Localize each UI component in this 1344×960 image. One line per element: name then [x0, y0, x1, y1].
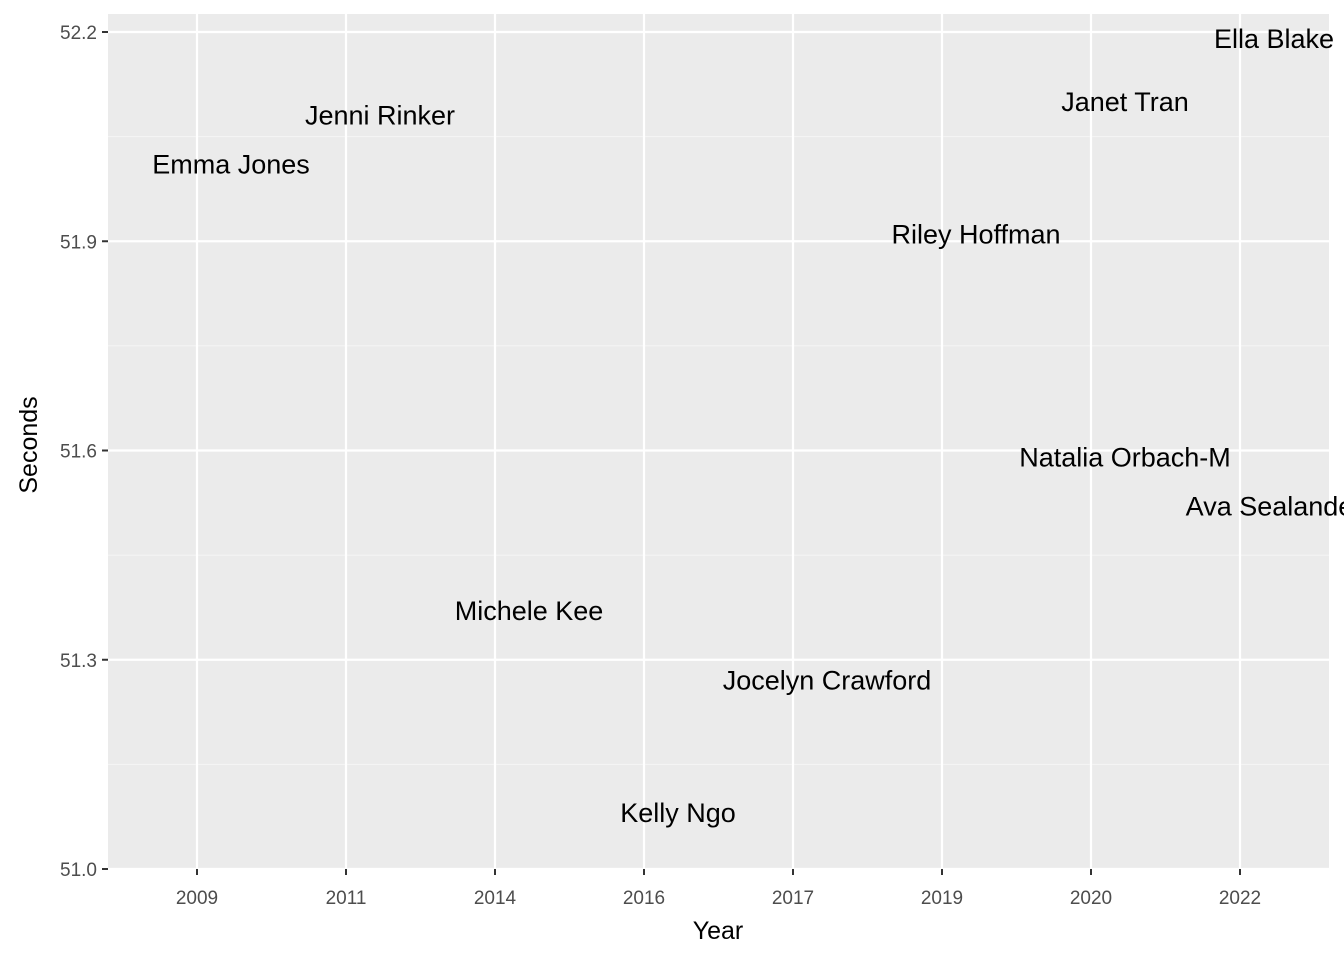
y-axis-ticks: 51.0 51.3 51.6 51.9 52.2 [60, 23, 108, 881]
point-label: Ava Sealander [1186, 491, 1344, 521]
point-label: Kelly Ngo [620, 798, 736, 828]
y-axis-title: Seconds [15, 396, 43, 493]
point-label: Michele Kee [455, 596, 604, 626]
point-label: Ella Blake [1214, 24, 1334, 54]
major-gridlines [108, 14, 1329, 871]
x-tick-label: 2022 [1219, 888, 1261, 909]
x-tick-label: 2017 [772, 888, 814, 909]
x-tick-label: 2009 [176, 888, 218, 909]
x-axis-title: Year [693, 917, 744, 945]
x-tick-label: 2014 [474, 888, 517, 909]
y-tick-label: 51.3 [60, 651, 97, 672]
x-tick-label: 2016 [623, 888, 665, 909]
y-tick-label: 51.9 [60, 232, 97, 253]
point-label: Jenni Rinker [305, 101, 455, 131]
point-label: Natalia Orbach-M [1019, 442, 1231, 472]
x-axis-ticks: 2009 2011 2014 2016 2017 2019 2020 2022 [176, 869, 1261, 909]
plot-panel [108, 14, 1329, 869]
x-tick-label: 2011 [326, 888, 367, 909]
point-label: Riley Hoffman [891, 219, 1060, 249]
x-tick-label: 2020 [1070, 888, 1112, 909]
x-tick-label: 2019 [921, 888, 963, 909]
point-labels: Emma Jones Jenni Rinker Michele Kee Kelly N… [152, 24, 1344, 828]
y-tick-label: 52.2 [60, 23, 97, 44]
y-tick-label: 51.6 [60, 442, 97, 463]
minor-gridlines [108, 136, 1329, 765]
point-label: Jocelyn Crawford [723, 666, 932, 696]
y-tick-label: 51.0 [60, 860, 97, 881]
point-label: Emma Jones [152, 150, 310, 180]
point-label: Janet Tran [1061, 87, 1189, 117]
